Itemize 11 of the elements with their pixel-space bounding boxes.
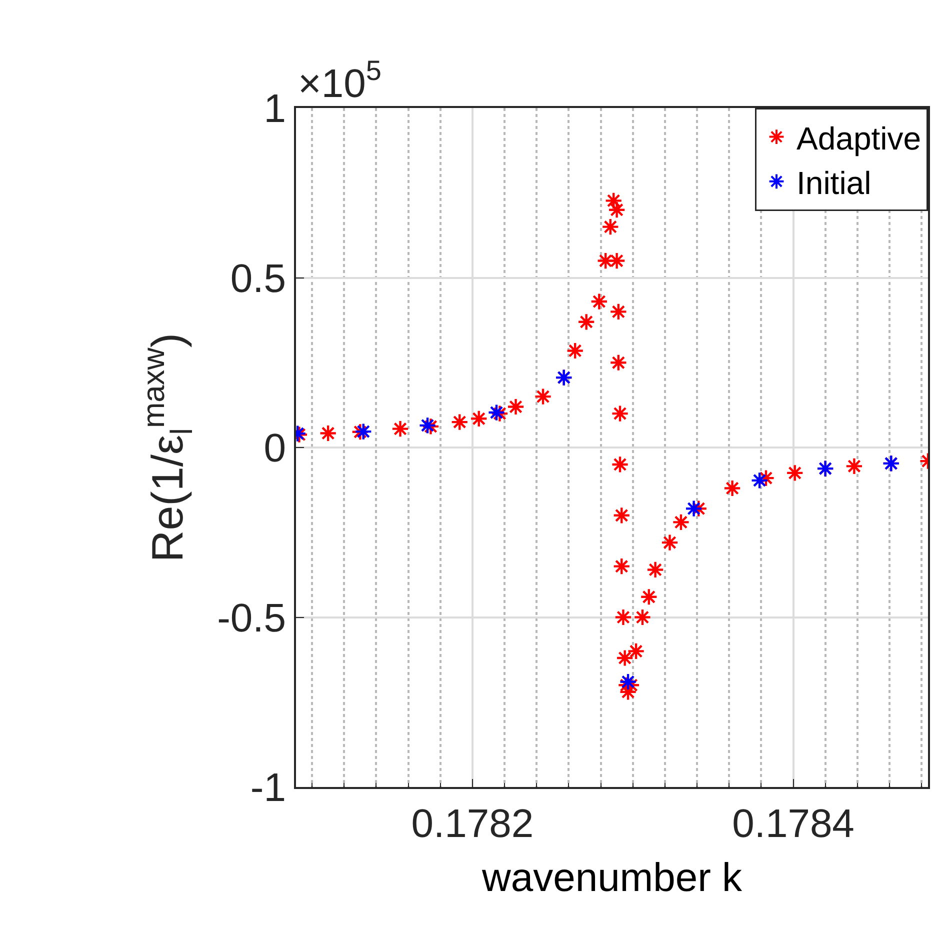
y-tick-label: -1: [250, 766, 286, 810]
y-tick-label: -0.5: [217, 596, 286, 640]
legend-label: Adaptive: [796, 120, 922, 156]
x-tick-label: 0.1784: [732, 802, 854, 846]
y-tick-label: 0.5: [230, 256, 286, 301]
x-axis-title: wavenumber k: [480, 856, 744, 900]
legend-label: Initial: [796, 164, 872, 201]
text: ×10$^{5}$: [298, 55, 382, 106]
y-tick-label: 1: [264, 87, 286, 131]
y-tick-label: 0: [264, 426, 286, 470]
x-tick-label: 0.1782: [411, 802, 534, 846]
